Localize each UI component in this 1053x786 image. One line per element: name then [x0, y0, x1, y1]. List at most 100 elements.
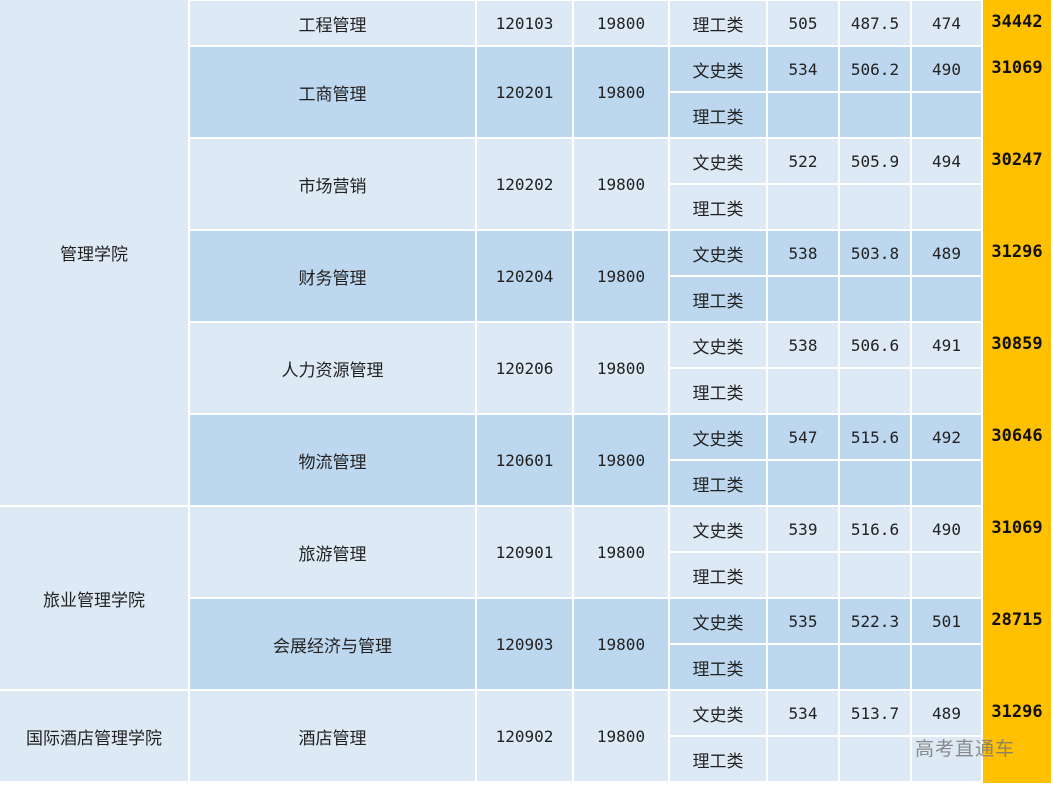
min-score: 489	[912, 691, 983, 737]
track-type: 文史类	[670, 47, 768, 93]
avg-score: 522.3	[840, 599, 912, 645]
track-type: 理工类	[670, 1, 768, 47]
min-score	[912, 369, 983, 415]
avg-score: 503.8	[840, 231, 912, 277]
max-score	[768, 93, 840, 139]
avg-score: 505.9	[840, 139, 912, 185]
max-score	[768, 369, 840, 415]
track-type: 文史类	[670, 415, 768, 461]
rank-highlight: 30859	[983, 322, 1053, 415]
tuition-fee: 19800	[574, 691, 670, 783]
min-score	[912, 185, 983, 231]
avg-score	[840, 369, 912, 415]
track-type: 理工类	[670, 277, 768, 323]
avg-score	[840, 93, 912, 139]
watermark: 高考直通车	[915, 738, 1016, 760]
rank-highlight: 30247	[983, 138, 1053, 231]
max-score: 505	[768, 1, 840, 47]
max-score: 535	[768, 599, 840, 645]
min-score: 491	[912, 323, 983, 369]
max-score	[768, 645, 840, 691]
major-code: 120103	[477, 1, 574, 47]
avg-score: 513.7	[840, 691, 912, 737]
rank-highlight: 28715	[983, 598, 1053, 691]
max-score: 547	[768, 415, 840, 461]
min-score	[912, 93, 983, 139]
avg-score	[840, 553, 912, 599]
min-score	[912, 737, 983, 783]
max-score: 522	[768, 139, 840, 185]
min-score: 490	[912, 507, 983, 553]
college-name: 旅业管理学院	[0, 507, 190, 691]
tuition-fee: 19800	[574, 1, 670, 47]
max-score	[768, 737, 840, 783]
avg-score	[840, 645, 912, 691]
major-name: 财务管理	[190, 231, 477, 323]
major-name: 工程管理	[190, 1, 477, 47]
max-score: 538	[768, 231, 840, 277]
max-score	[768, 185, 840, 231]
major-name: 市场营销	[190, 139, 477, 231]
major-name: 人力资源管理	[190, 323, 477, 415]
max-score: 534	[768, 47, 840, 93]
tuition-fee: 19800	[574, 415, 670, 507]
avg-score: 506.6	[840, 323, 912, 369]
max-score: 538	[768, 323, 840, 369]
major-code: 120902	[477, 691, 574, 783]
avg-score: 487.5	[840, 1, 912, 47]
min-score: 489	[912, 231, 983, 277]
major-code: 120601	[477, 415, 574, 507]
college-name: 管理学院	[0, 0, 190, 507]
rank-highlight: 31296	[983, 690, 1053, 783]
college-name: 国际酒店管理学院	[0, 691, 190, 783]
avg-score	[840, 461, 912, 507]
min-score	[912, 277, 983, 323]
track-type: 理工类	[670, 553, 768, 599]
track-type: 文史类	[670, 507, 768, 553]
min-score	[912, 645, 983, 691]
track-type: 文史类	[670, 691, 768, 737]
rank-highlight: 34442	[983, 0, 1053, 47]
min-score: 490	[912, 47, 983, 93]
rank-highlight: 31296	[983, 230, 1053, 323]
min-score: 492	[912, 415, 983, 461]
major-code: 120201	[477, 47, 574, 139]
track-type: 理工类	[670, 737, 768, 783]
avg-score	[840, 277, 912, 323]
rank-highlight: 31069	[983, 506, 1053, 599]
major-code: 120206	[477, 323, 574, 415]
min-score: 494	[912, 139, 983, 185]
max-score: 539	[768, 507, 840, 553]
max-score	[768, 461, 840, 507]
max-score	[768, 277, 840, 323]
major-code: 120204	[477, 231, 574, 323]
major-code: 120202	[477, 139, 574, 231]
tuition-fee: 19800	[574, 599, 670, 691]
avg-score: 516.6	[840, 507, 912, 553]
tuition-fee: 19800	[574, 507, 670, 599]
track-type: 文史类	[670, 139, 768, 185]
track-type: 理工类	[670, 369, 768, 415]
track-type: 文史类	[670, 231, 768, 277]
avg-score: 515.6	[840, 415, 912, 461]
major-name: 物流管理	[190, 415, 477, 507]
tuition-fee: 19800	[574, 139, 670, 231]
major-code: 120903	[477, 599, 574, 691]
max-score	[768, 553, 840, 599]
min-score	[912, 461, 983, 507]
track-type: 理工类	[670, 461, 768, 507]
tuition-fee: 19800	[574, 231, 670, 323]
major-name: 旅游管理	[190, 507, 477, 599]
major-code: 120901	[477, 507, 574, 599]
rank-highlight: 30646	[983, 414, 1053, 507]
track-type: 理工类	[670, 185, 768, 231]
min-score: 501	[912, 599, 983, 645]
avg-score: 506.2	[840, 47, 912, 93]
track-type: 文史类	[670, 599, 768, 645]
avg-score	[840, 185, 912, 231]
tuition-fee: 19800	[574, 47, 670, 139]
max-score: 534	[768, 691, 840, 737]
major-name: 酒店管理	[190, 691, 477, 783]
track-type: 理工类	[670, 93, 768, 139]
